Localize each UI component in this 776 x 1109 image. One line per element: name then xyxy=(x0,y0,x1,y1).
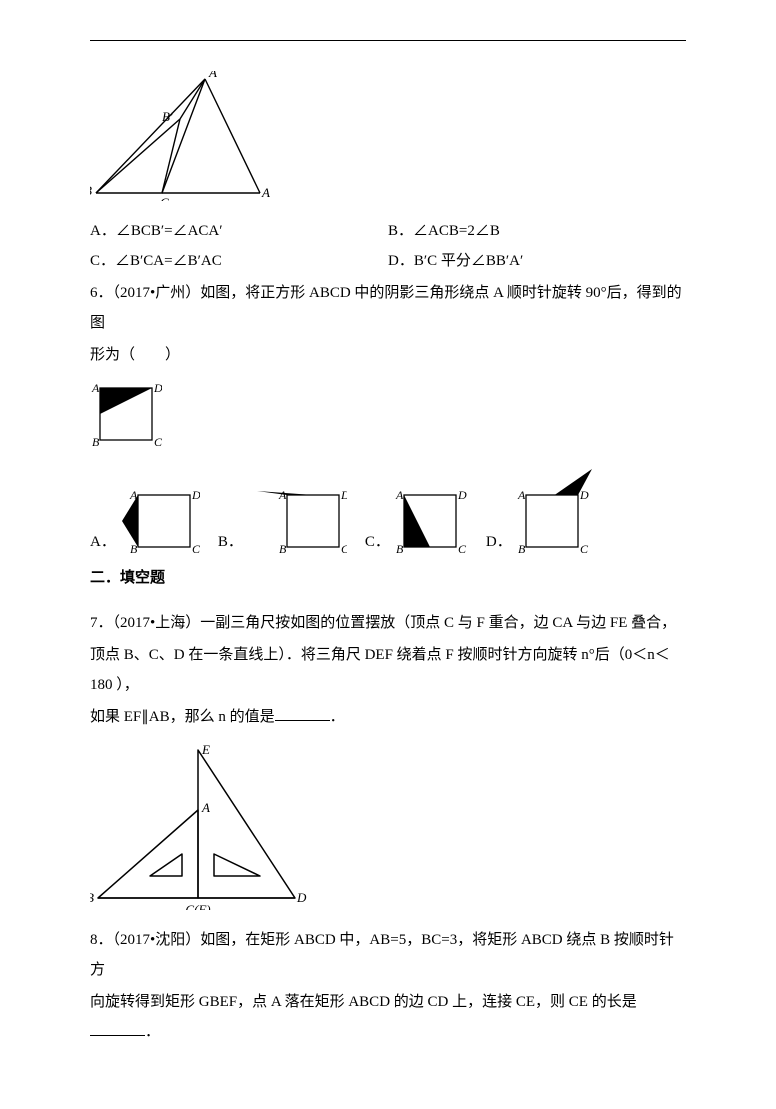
q8-line1: 8．（2017•沈阳）如图，在矩形 ABCD 中，AB=5，BC=3，将矩形 A… xyxy=(90,925,686,985)
q7-line3a: 如果 EF∥AB，那么 n 的值是 xyxy=(90,709,275,725)
q5-optD: D．B′C 平分∠BB′A′ xyxy=(388,246,686,276)
q5-optA-label: A． xyxy=(90,223,116,239)
svg-text:A: A xyxy=(208,71,217,80)
svg-text:D: D xyxy=(340,488,347,502)
svg-text:C: C xyxy=(192,542,200,556)
svg-text:B: B xyxy=(90,183,92,198)
q6-optB: B． A D B C xyxy=(218,483,347,557)
q5-optB-label: B． xyxy=(388,223,413,239)
q6-optD: D． A D B C xyxy=(486,467,596,557)
top-rule xyxy=(90,40,686,41)
svg-text:C: C xyxy=(458,542,467,556)
q7-line3: 如果 EF∥AB，那么 n 的值是 ． xyxy=(90,702,686,732)
q6-stem-line2: 形为（ ） xyxy=(90,340,686,370)
q6-optB-label: B． xyxy=(218,527,243,557)
svg-text:A: A xyxy=(201,800,210,815)
svg-text:B: B xyxy=(130,542,138,556)
q5-optC-label: C． xyxy=(90,253,115,269)
q5-optA: A．∠BCB′=∠ACA′ xyxy=(90,216,388,246)
q7-blank xyxy=(275,705,330,721)
svg-text:C: C xyxy=(160,195,169,201)
q6-stem-line1: 6．（2017•广州）如图，将正方形 ABCD 中的阴影三角形绕点 A 顺时针旋… xyxy=(90,278,686,338)
q7-line2: 顶点 B、C、D 在一条直线上）．将三角尺 DEF 绕着点 F 按顺时针方向旋转… xyxy=(90,640,686,700)
q5-optC-text: ∠B′CA=∠B′AC xyxy=(115,253,222,269)
q5-optD-text: B′C 平分∠BB′A′ xyxy=(414,253,523,269)
q5-optA-text: ∠BCB′=∠ACA′ xyxy=(116,223,223,239)
q7-line3b: ． xyxy=(330,709,345,725)
q5-optB: B．∠ACB=2∠B xyxy=(388,216,686,246)
svg-text:A′: A′ xyxy=(261,185,270,200)
svg-text:D: D xyxy=(296,890,307,905)
svg-text:D: D xyxy=(191,488,200,502)
q6-figure: A D B C xyxy=(90,378,686,461)
svg-text:D: D xyxy=(579,488,589,502)
svg-text:A: A xyxy=(395,488,404,502)
svg-text:C(F): C(F) xyxy=(185,902,210,910)
q5-optC: C．∠B′CA=∠B′AC xyxy=(90,246,388,276)
q7-line1: 7．（2017•上海）一副三角尺按如图的位置摆放（顶点 C 与 F 重合，边 C… xyxy=(90,608,686,638)
svg-text:D: D xyxy=(457,488,467,502)
svg-text:B: B xyxy=(518,542,526,556)
q8-line2a: 向旋转得到矩形 GBEF，点 A 落在矩形 ABCD 的边 CD 上，连接 CE… xyxy=(90,994,637,1010)
svg-text:B: B xyxy=(279,542,287,556)
q6-optA: A． A D B C xyxy=(90,483,200,557)
svg-text:E: E xyxy=(201,742,210,757)
svg-text:A: A xyxy=(91,381,100,395)
svg-text:C: C xyxy=(154,435,162,449)
q5-figure: A B′ B C A′ xyxy=(90,71,686,212)
q6-optD-label: D． xyxy=(486,527,512,557)
q5-optD-label: D． xyxy=(388,253,414,269)
q6-optC: C． A D B C xyxy=(365,483,468,557)
section2-title: 二．填空题 xyxy=(90,563,686,593)
q8-blank xyxy=(90,1020,145,1036)
svg-text:B: B xyxy=(92,435,100,449)
svg-text:A: A xyxy=(278,488,287,502)
q8-line2b: ． xyxy=(145,1024,160,1040)
q6-optA-label: A． xyxy=(90,527,116,557)
q5-options: A．∠BCB′=∠ACA′ B．∠ACB=2∠B C．∠B′CA=∠B′AC D… xyxy=(90,216,686,276)
svg-text:A: A xyxy=(517,488,526,502)
q8-line2: 向旋转得到矩形 GBEF，点 A 落在矩形 ABCD 的边 CD 上，连接 CE… xyxy=(90,987,686,1047)
svg-text:C: C xyxy=(341,542,347,556)
svg-text:C: C xyxy=(580,542,589,556)
svg-text:A: A xyxy=(129,488,138,502)
svg-text:B: B xyxy=(90,890,94,905)
q6-options: A． A D B C B． A D B C C． A D B C D． A D B C xyxy=(90,467,686,557)
q7-figure: E A B C(F) D xyxy=(90,740,686,921)
q5-optB-text: ∠ACB=2∠B xyxy=(413,223,500,239)
q6-optC-label: C． xyxy=(365,527,390,557)
svg-text:D: D xyxy=(153,381,162,395)
svg-text:B: B xyxy=(396,542,404,556)
svg-text:B′: B′ xyxy=(162,109,173,124)
